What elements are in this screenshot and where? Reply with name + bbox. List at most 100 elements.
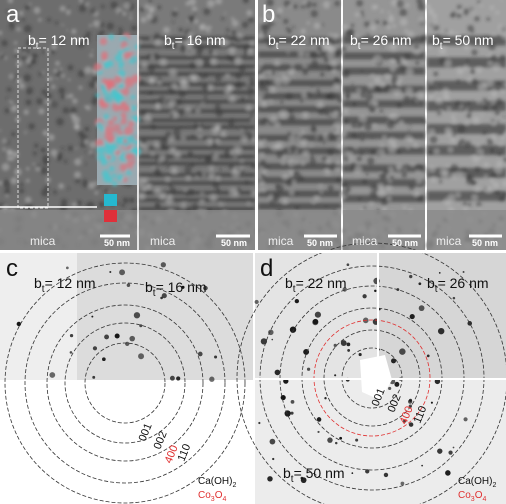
panel-letter: b: [262, 1, 275, 28]
grain: [447, 107, 451, 111]
grain: [343, 119, 349, 125]
grain: [0, 30, 3, 36]
grain: [327, 44, 336, 53]
grain: [257, 33, 264, 40]
grain: [324, 111, 330, 116]
diffraction-spot: [254, 299, 259, 305]
grain: [201, 102, 204, 105]
grain: [78, 0, 84, 3]
diffraction-spot: [169, 375, 175, 381]
diffraction-spot: [408, 422, 414, 427]
grain: [371, 4, 377, 10]
grain: [38, 18, 42, 22]
lattice-fringe: [139, 190, 255, 195]
composition-spot: [111, 173, 117, 179]
grain: [388, 113, 394, 119]
grain: [341, 188, 349, 197]
grain: [399, 63, 407, 72]
grain: [386, 24, 392, 30]
grain: [420, 34, 428, 42]
grain: [6, 9, 9, 13]
grain: [492, 104, 498, 111]
grain: [100, 4, 105, 9]
grain: [33, 6, 41, 14]
grain: [483, 130, 487, 134]
grain: [168, 99, 176, 108]
composition-spot: [97, 154, 106, 163]
grain: [187, 36, 193, 42]
grain: [178, 90, 187, 98]
grain: [371, 74, 375, 78]
grain: [241, 135, 249, 143]
lattice-fringe: [139, 82, 255, 87]
grain: [244, 50, 248, 54]
panel-letter: d: [260, 255, 273, 282]
thickness-label: bt= 50 nm: [432, 32, 494, 52]
grain: [494, 165, 503, 174]
grain: [480, 114, 484, 118]
composition-spot: [109, 166, 115, 172]
grain: [319, 72, 325, 77]
grain: [389, 175, 394, 180]
grain: [153, 52, 160, 59]
substrate-label: mica: [352, 234, 378, 248]
grain: [143, 178, 148, 183]
lattice-fringe: [139, 197, 255, 202]
grain: [500, 135, 506, 141]
grain: [14, 105, 18, 108]
grain: [93, 19, 101, 28]
grain: [179, 111, 183, 115]
grain: [283, 0, 291, 7]
lattice-fringe: [258, 190, 341, 197]
grain: [1, 39, 8, 47]
grain: [390, 59, 394, 63]
grain: [416, 178, 422, 184]
grain: [324, 205, 328, 209]
grain: [77, 70, 86, 78]
grain: [393, 71, 397, 74]
grain: [396, 59, 402, 65]
grain: [231, 30, 237, 36]
grain: [282, 156, 286, 160]
grain: [353, 166, 362, 174]
grain: [35, 166, 41, 172]
composition-spot: [120, 117, 127, 125]
grain: [387, 11, 391, 14]
grain: [40, 147, 47, 153]
grain: [27, 63, 32, 68]
grain: [281, 74, 285, 77]
grain: [312, 2, 317, 7]
grain: [1, 163, 10, 171]
grain: [0, 54, 6, 59]
grain: [202, 58, 211, 67]
grain: [408, 184, 415, 191]
grain: [198, 73, 203, 78]
lattice-fringe: [427, 80, 506, 91]
diffraction-spot: [125, 341, 130, 347]
grain: [154, 187, 162, 195]
grain: [200, 192, 204, 195]
grain: [388, 166, 394, 173]
grain: [368, 104, 376, 112]
grain: [247, 16, 255, 24]
lattice-fringe: [139, 172, 255, 177]
grain: [300, 28, 307, 35]
grain: [52, 190, 58, 195]
grain: [220, 38, 229, 47]
grain: [465, 173, 473, 182]
grain: [23, 24, 32, 33]
diffraction-spot: [426, 354, 430, 358]
grain: [438, 83, 442, 87]
grain: [21, 17, 26, 22]
grain: [435, 97, 443, 104]
lattice-fringe: [427, 101, 506, 111]
grain: [191, 6, 198, 12]
grain: [240, 96, 245, 102]
diffraction-spot: [260, 338, 268, 345]
grain: [193, 18, 199, 24]
grain: [288, 158, 296, 167]
grain: [230, 42, 235, 47]
grain: [243, 53, 247, 57]
grain: [171, 83, 178, 90]
grain: [18, 82, 25, 90]
